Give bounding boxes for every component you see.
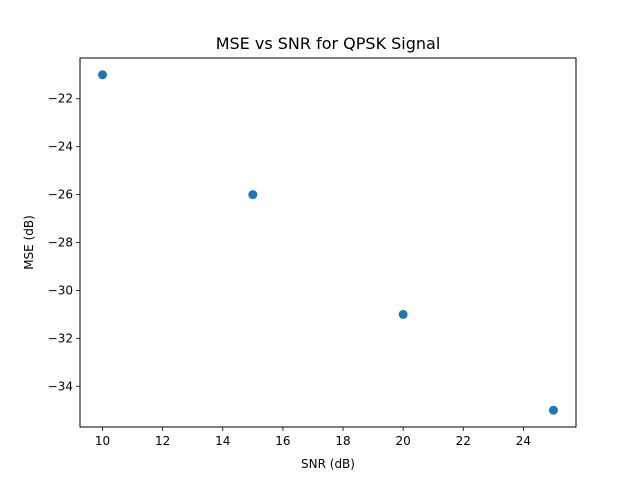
x-tick-label: 14: [215, 434, 230, 448]
y-tick-label: −26: [48, 188, 73, 202]
y-tick-label: −34: [48, 379, 73, 393]
x-axis-label: SNR (dB): [301, 457, 355, 471]
x-tick-label: 24: [516, 434, 531, 448]
data-point: [398, 309, 408, 319]
data-points: [98, 70, 558, 415]
data-point: [248, 190, 258, 200]
x-tick-label: 20: [396, 434, 411, 448]
y-tick-label: −22: [48, 92, 73, 106]
chart-title: MSE vs SNR for QPSK Signal: [216, 34, 441, 53]
x-tick-label: 10: [95, 434, 110, 448]
x-tick-label: 12: [155, 434, 170, 448]
y-tick-label: −24: [48, 140, 73, 154]
x-axis-ticks: 10 12 14 16 18 20 22 24: [95, 427, 531, 448]
y-tick-label: −28: [48, 236, 73, 250]
data-point: [548, 405, 558, 415]
data-point: [98, 70, 108, 80]
x-tick-label: 16: [275, 434, 290, 448]
y-tick-label: −30: [48, 283, 73, 297]
x-tick-label: 18: [335, 434, 350, 448]
y-tick-label: −32: [48, 331, 73, 345]
plot-frame: [79, 57, 577, 428]
y-axis-ticks: −22 −24 −26 −28 −30 −32 −34: [48, 92, 80, 393]
x-tick-label: 22: [456, 434, 471, 448]
y-axis-label: MSE (dB): [22, 215, 36, 270]
